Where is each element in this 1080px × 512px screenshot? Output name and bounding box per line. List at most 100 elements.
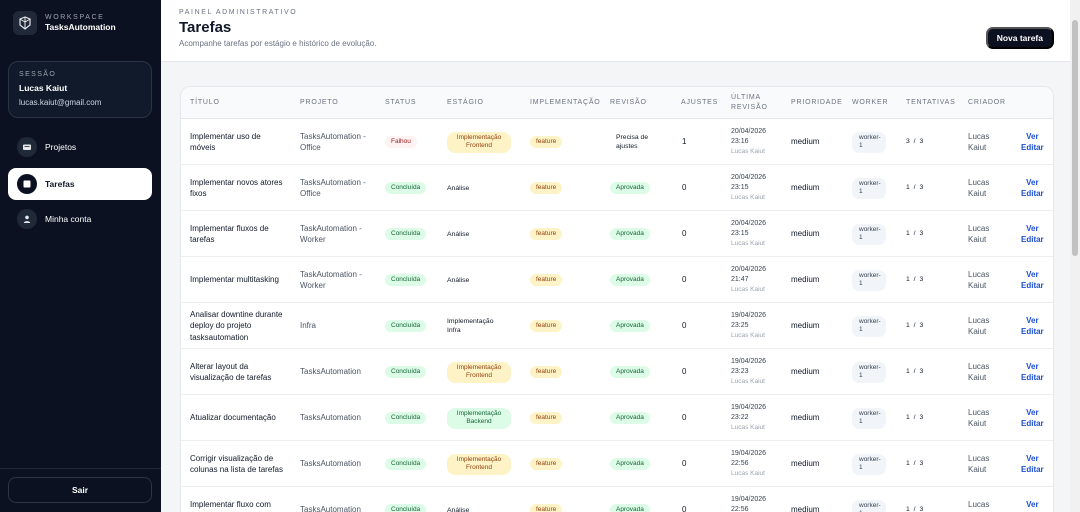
last-review-author: Lucas Kaiut (731, 470, 765, 477)
session-card: SESSÃO Lucas Kaiut lucas.kaiut@gmail.com (8, 61, 152, 118)
worker-badge: worker-1 (852, 269, 886, 291)
adjustments-count: 0 (682, 367, 687, 377)
worker-badge: worker-1 (852, 223, 886, 245)
stage-label: Análise (447, 506, 470, 512)
view-link[interactable]: Ver (1026, 177, 1039, 187)
task-title: Implementar uso de móveis (190, 131, 261, 153)
table-row[interactable]: Implementar uso de móveis TasksAutomatio… (181, 119, 1053, 165)
last-review-date: 20/04/2026 (731, 174, 767, 181)
view-link[interactable]: Ver (1026, 315, 1039, 325)
table-row[interactable]: Implementar novos atores fixos TasksAuto… (181, 165, 1053, 211)
stage-badge: Implementação Backend (447, 407, 511, 429)
last-review-author: Lucas Kaiut (731, 194, 765, 201)
brand-name: TasksAutomation (45, 22, 116, 32)
last-review-author: Lucas Kaiut (731, 378, 765, 385)
table-row[interactable]: Alterar layout da visualização de tarefa… (181, 349, 1053, 395)
last-review-date: 19/04/2026 (731, 496, 767, 503)
task-title: Implementar novos atores fixos (190, 177, 283, 199)
priority-value: medium (791, 367, 820, 377)
priority-value: medium (791, 183, 820, 193)
brand[interactable]: WORKSPACE TasksAutomation (13, 11, 116, 35)
task-project: TasksAutomation (300, 367, 361, 377)
adjustments-count: 0 (682, 413, 687, 423)
last-review-date: 19/04/2026 (731, 358, 767, 365)
edit-link[interactable]: Editar (1021, 465, 1044, 474)
status-badge: Concluída (385, 319, 427, 333)
creator-name: Lucas Kaiut (968, 361, 990, 383)
col-title: TÍTULO (190, 99, 220, 106)
stage-label: Análise (447, 276, 470, 284)
page-scrollbar[interactable] (1070, 0, 1080, 512)
last-review-date: 20/04/2026 (731, 128, 767, 135)
table-row[interactable]: Implementar fluxo com estágios no painel… (181, 487, 1053, 512)
page-overline: PAINEL ADMINISTRATIVO (179, 9, 298, 16)
table-row[interactable]: Implementar multitasking TaskAutomation … (181, 257, 1053, 303)
review-badge: Aprovada (610, 411, 650, 425)
logout-button[interactable]: Sair (8, 477, 152, 503)
scrollbar-thumb[interactable] (1072, 20, 1078, 256)
table-row[interactable]: Corrigir visualização de colunas na list… (181, 441, 1053, 487)
adjustments-count: 0 (682, 229, 687, 239)
creator-name: Lucas Kaiut (968, 269, 990, 291)
session-label: SESSÃO (19, 71, 57, 78)
edit-link[interactable]: Editar (1021, 419, 1044, 428)
implementation-badge: feature (530, 411, 563, 425)
stage-badge: Implementação Frontend (447, 361, 511, 383)
edit-link[interactable]: Editar (1021, 281, 1044, 290)
adjustments-count: 0 (682, 321, 687, 331)
sidebar-item-tarefas[interactable]: Tarefas (8, 168, 152, 200)
status-badge: Concluída (385, 411, 427, 425)
last-review-time: 23:23 (731, 368, 749, 375)
last-review-author: Lucas Kaiut (731, 286, 765, 293)
stage-label: Análise (447, 184, 470, 192)
view-link[interactable]: Ver (1026, 223, 1039, 233)
worker-badge: worker-1 (852, 315, 886, 337)
sidebar-item-minha-conta[interactable]: Minha conta (8, 203, 152, 235)
new-task-button[interactable]: Nova tarefa (985, 27, 1054, 49)
last-review-date: 20/04/2026 (731, 266, 767, 273)
last-review-time: 22:56 (731, 460, 749, 467)
view-link[interactable]: Ver (1026, 361, 1039, 371)
priority-value: medium (791, 505, 820, 512)
attempts-value: 1 / 3 (906, 230, 925, 238)
col-stage: ESTÁGIO (447, 99, 484, 106)
last-review-time: 21:47 (731, 276, 749, 283)
task-title: Atualizar documentação (190, 413, 276, 423)
col-adjustments: AJUSTES (681, 99, 719, 106)
edit-link[interactable]: Editar (1021, 189, 1044, 198)
implementation-badge: feature (530, 135, 563, 149)
worker-badge: worker-1 (852, 131, 886, 153)
col-status: STATUS (385, 99, 417, 106)
task-title: Implementar multitasking (190, 275, 279, 285)
edit-link[interactable]: Editar (1021, 235, 1044, 244)
last-review-author: Lucas Kaiut (731, 148, 765, 155)
sidebar-item-projetos[interactable]: Projetos (8, 131, 152, 163)
view-link[interactable]: Ver (1026, 131, 1039, 141)
view-link[interactable]: Ver (1026, 407, 1039, 417)
stage-badge: Implementação Frontend (447, 453, 511, 475)
status-badge: Concluída (385, 273, 427, 287)
edit-link[interactable]: Editar (1021, 327, 1044, 336)
session-email: lucas.kaiut@gmail.com (19, 98, 102, 107)
task-project: TasksAutomation - Office (300, 131, 366, 153)
view-link[interactable]: Ver (1026, 453, 1039, 463)
creator-name: Lucas Kaiut (968, 177, 990, 199)
priority-value: medium (791, 229, 820, 239)
brand-logo-icon (13, 11, 37, 35)
worker-badge: worker-1 (852, 407, 886, 429)
view-link[interactable]: Ver (1026, 269, 1039, 279)
sidebar-item-label: Projetos (45, 142, 77, 152)
view-link[interactable]: Ver (1026, 499, 1039, 509)
edit-link[interactable]: Editar (1021, 373, 1044, 382)
folder-icon (17, 137, 37, 157)
last-review-date: 19/04/2026 (731, 404, 767, 411)
task-project: TasksAutomation (300, 413, 361, 423)
col-implementation: IMPLEMENTAÇÃO (530, 99, 601, 106)
col-worker: WORKER (852, 99, 889, 106)
last-review-time: 23:15 (731, 230, 749, 237)
table-row[interactable]: Atualizar documentação TasksAutomation C… (181, 395, 1053, 441)
table-row[interactable]: Implementar fluxos de tarefas TaskAutoma… (181, 211, 1053, 257)
edit-link[interactable]: Editar (1021, 143, 1044, 152)
table-row[interactable]: Analisar downtine durante deploy do proj… (181, 303, 1053, 349)
creator-name: Lucas Kaiut (968, 315, 990, 337)
